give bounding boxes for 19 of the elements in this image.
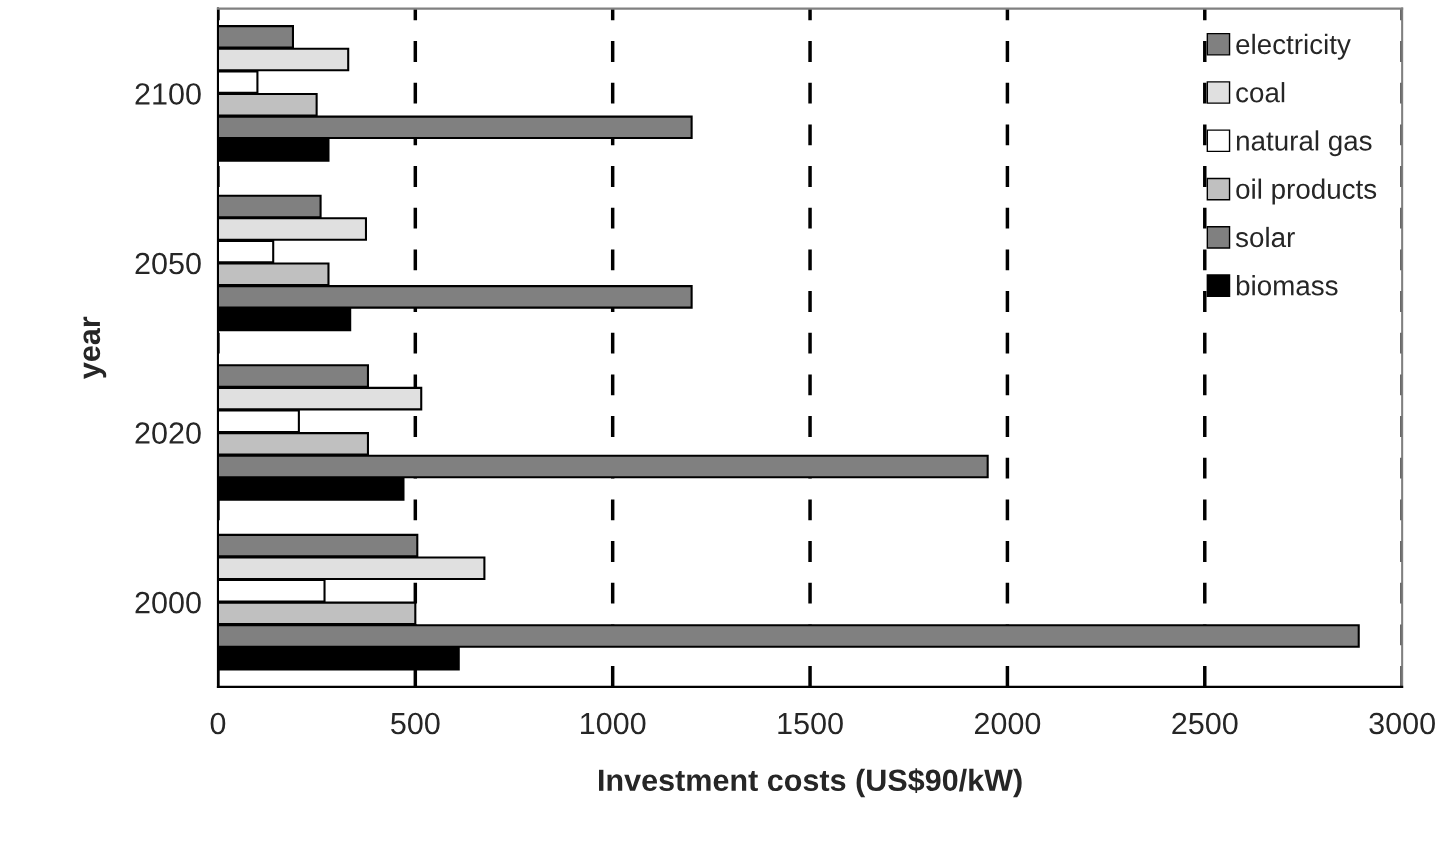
x-axis-title: Investment costs (US$90/kW) <box>599 768 1022 798</box>
y-tick-label: 2050 <box>135 252 201 275</box>
y-axis-title: year <box>83 316 107 379</box>
x-tick-label: 1500 <box>778 712 843 735</box>
y-tick-label: 2000 <box>135 591 201 614</box>
legend-label: natural gas <box>1236 130 1372 157</box>
x-tick-label: 500 <box>391 712 440 735</box>
x-tick-label: 1000 <box>581 712 646 735</box>
x-tick-label: 2000 <box>974 712 1041 735</box>
legend-label: coal <box>1236 82 1285 103</box>
legend-label: solar <box>1235 226 1295 248</box>
legend-label: oil products <box>1236 178 1377 205</box>
legend-label: biomass <box>1236 275 1338 296</box>
legend-label: electricity <box>1236 33 1351 60</box>
x-tick-label: 2500 <box>1172 712 1238 735</box>
y-tick-label: 2100 <box>135 83 201 105</box>
x-tick-label: 0 <box>210 712 226 735</box>
x-tick-label: 3000 <box>1369 712 1435 735</box>
y-tick-label: 2020 <box>135 422 201 444</box>
